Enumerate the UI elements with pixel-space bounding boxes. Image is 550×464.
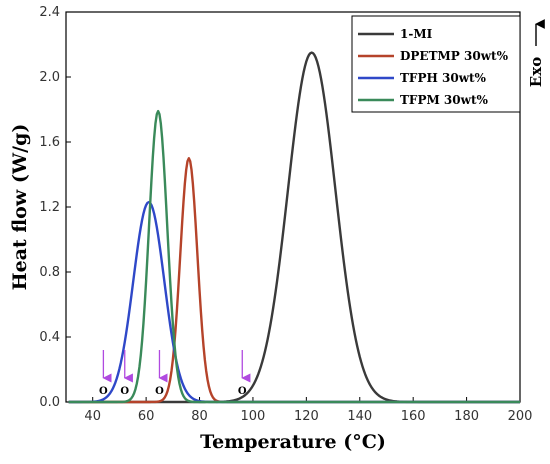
y-tick-label: 0.4 <box>39 330 60 345</box>
y-tick-label: 2.0 <box>39 70 60 85</box>
x-axis-title: Temperature (°C) <box>200 431 386 453</box>
legend-label: TFPH 30wt% <box>400 71 487 85</box>
legend-box <box>351 15 521 113</box>
x-tick-label: 180 <box>454 409 479 424</box>
x-tick-label: 140 <box>347 409 372 424</box>
legend: 1-MI DPETMP 30wt% TFPH 30wt% TFPM 30wt% <box>351 15 521 113</box>
x-tick-label: 80 <box>191 409 208 424</box>
y-axis-ticks: 0.0 0.4 0.8 1.2 1.6 2.0 2.4 <box>39 5 71 410</box>
legend-label: DPETMP 30wt% <box>400 49 509 63</box>
onset-label: O <box>155 386 164 397</box>
y-tick-label: 0.0 <box>39 395 60 410</box>
legend-label: 1-MI <box>400 27 433 41</box>
y-tick-label: 1.2 <box>39 200 60 215</box>
series-layer <box>68 51 520 404</box>
series-line-2 <box>68 200 520 404</box>
x-tick-label: 200 <box>508 409 533 424</box>
x-tick-label: 40 <box>84 409 101 424</box>
onset-label: O <box>99 386 108 397</box>
legend-label: TFPM 30wt% <box>400 93 489 107</box>
y-tick-label: 1.6 <box>39 135 60 150</box>
exo-label: Exo <box>527 57 545 87</box>
y-axis-title: Heat flow (W/g) <box>9 124 31 291</box>
legend-items: 1-MI DPETMP 30wt% TFPH 30wt% TFPM 30wt% <box>358 27 509 107</box>
y-tick-label: 0.8 <box>39 265 60 280</box>
exo-indicator: Exo <box>527 19 545 87</box>
y-tick-label: 2.4 <box>39 5 60 20</box>
onset-label: O <box>238 386 247 397</box>
x-tick-label: 120 <box>294 409 319 424</box>
series-line-1 <box>68 157 520 404</box>
onset-label: O <box>120 386 129 397</box>
x-tick-label: 100 <box>241 409 266 424</box>
x-tick-label: 160 <box>401 409 426 424</box>
x-tick-label: 60 <box>138 409 155 424</box>
series-line-3 <box>68 109 520 404</box>
